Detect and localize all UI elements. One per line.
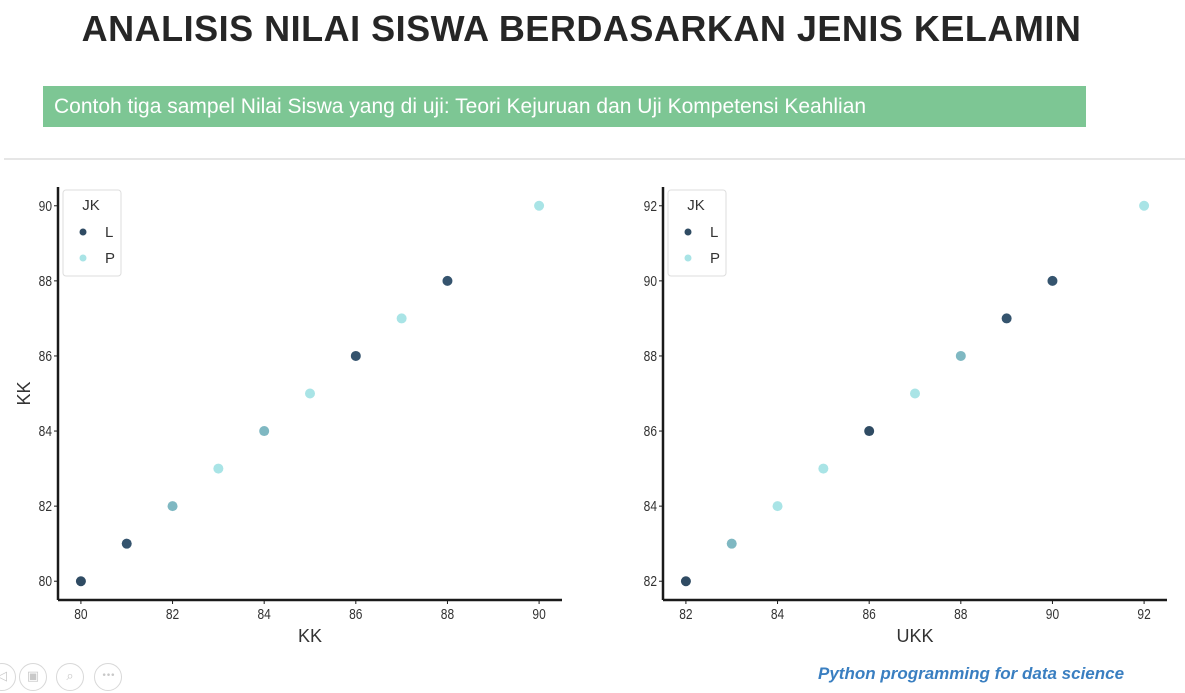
y-tick-label: 90 [644, 273, 658, 290]
scatter-chart-ukk-svg: 82 84 86 88 90 92 82 84 86 88 90 92 UKK JK LP [644, 187, 1167, 646]
x-tick-label: 84 [771, 606, 785, 623]
x-tick-label: 86 [863, 606, 876, 623]
legend-entry-L: L [710, 224, 718, 241]
y-tick-label: 84 [39, 423, 53, 440]
slide-nav-controls: ◁ ▣ ⌕ ••• [0, 661, 130, 693]
y-tick-label: 90 [39, 198, 53, 215]
slides-overview-button[interactable]: ▣ [19, 663, 47, 691]
data-point-P [259, 426, 270, 437]
x-tick-label: 88 [441, 606, 454, 623]
data-point-P [1139, 200, 1150, 211]
x-tick-label: 84 [258, 606, 272, 623]
legend-marker-L [684, 228, 692, 236]
data-point-P [818, 463, 829, 474]
data-point-P [396, 313, 407, 324]
x-tick-label: 90 [532, 606, 546, 623]
data-point-L [442, 275, 453, 286]
y-tick-label: 92 [644, 198, 657, 215]
y-tick-label: 86 [39, 348, 52, 365]
x-tick-label: 82 [679, 606, 692, 623]
y-tick-label: 86 [644, 423, 657, 440]
slides-overview-icon: ▣ [26, 669, 40, 684]
data-point-P [305, 388, 315, 399]
legend-box [62, 189, 122, 277]
scatter-chart-kk: 80 82 84 86 88 90 80 82 84 86 88 90 KK KK JK L P [0, 175, 580, 655]
legend-marker-P [684, 254, 692, 262]
y-tick-label: 88 [39, 273, 52, 290]
y-tick-label: 84 [644, 498, 658, 515]
y-tick-label: 82 [644, 573, 657, 590]
footer-credit: Python programming for data science [818, 664, 1125, 683]
y-axis-label: KK [14, 381, 34, 405]
legend-marker-L [79, 228, 87, 236]
x-tick-label: 92 [1137, 606, 1150, 623]
data-point-L [680, 576, 691, 587]
legend-box [667, 189, 727, 277]
data-point-L [350, 350, 361, 361]
legend-title: JK [687, 197, 705, 214]
data-point-P [772, 501, 783, 512]
data-point-P [955, 350, 966, 361]
subtitle-banner: Contoh tiga sampel Nilai Siswa yang di u… [43, 86, 1086, 127]
more-options-button[interactable]: ••• [94, 663, 122, 691]
prev-slide-button[interactable]: ◁ [0, 663, 16, 691]
page-title: ANALISIS NILAI SISWA BERDASARKAN JENIS K… [81, 8, 1082, 49]
x-tick-label: 88 [954, 606, 967, 623]
legend-title: JK [82, 197, 100, 214]
data-point-P [910, 388, 920, 399]
y-tick-label: 80 [39, 573, 53, 590]
header-divider [4, 158, 1185, 160]
legend: JK LP [62, 189, 122, 277]
scatter-chart-kk-svg: 80 82 84 86 88 90 80 82 84 86 88 90 KK KK JK LP [14, 187, 562, 646]
x-tick-label: 86 [349, 606, 362, 623]
scatter-chart-ukk: 82 84 86 88 90 92 82 84 86 88 90 92 UKK JK L P [605, 175, 1185, 655]
data-point-P [726, 538, 737, 549]
legend: JK LP [667, 189, 727, 277]
data-point-L [1001, 313, 1012, 324]
data-point-L [1047, 275, 1058, 286]
data-point-L [864, 426, 875, 437]
legend-entry-P: P [710, 250, 720, 267]
legend-marker-P [79, 254, 87, 262]
zoom-icon: ⌕ [66, 669, 74, 684]
prev-slide-icon: ◁ [0, 669, 7, 684]
more-options-icon: ••• [101, 671, 116, 681]
data-point-P [213, 463, 224, 474]
zoom-button[interactable]: ⌕ [56, 663, 84, 691]
legend-entry-P: P [105, 250, 115, 267]
data-point-P [167, 501, 178, 512]
x-axis-label: KK [298, 626, 322, 646]
x-axis-label: UKK [896, 626, 933, 646]
legend-entry-L: L [105, 224, 113, 241]
data-point-L [121, 538, 132, 549]
x-tick-label: 80 [74, 606, 88, 623]
data-point-L [75, 576, 86, 587]
data-point-P [534, 200, 545, 211]
x-tick-label: 82 [166, 606, 179, 623]
y-tick-label: 88 [644, 348, 657, 365]
y-tick-label: 82 [39, 498, 52, 515]
x-tick-label: 90 [1046, 606, 1060, 623]
